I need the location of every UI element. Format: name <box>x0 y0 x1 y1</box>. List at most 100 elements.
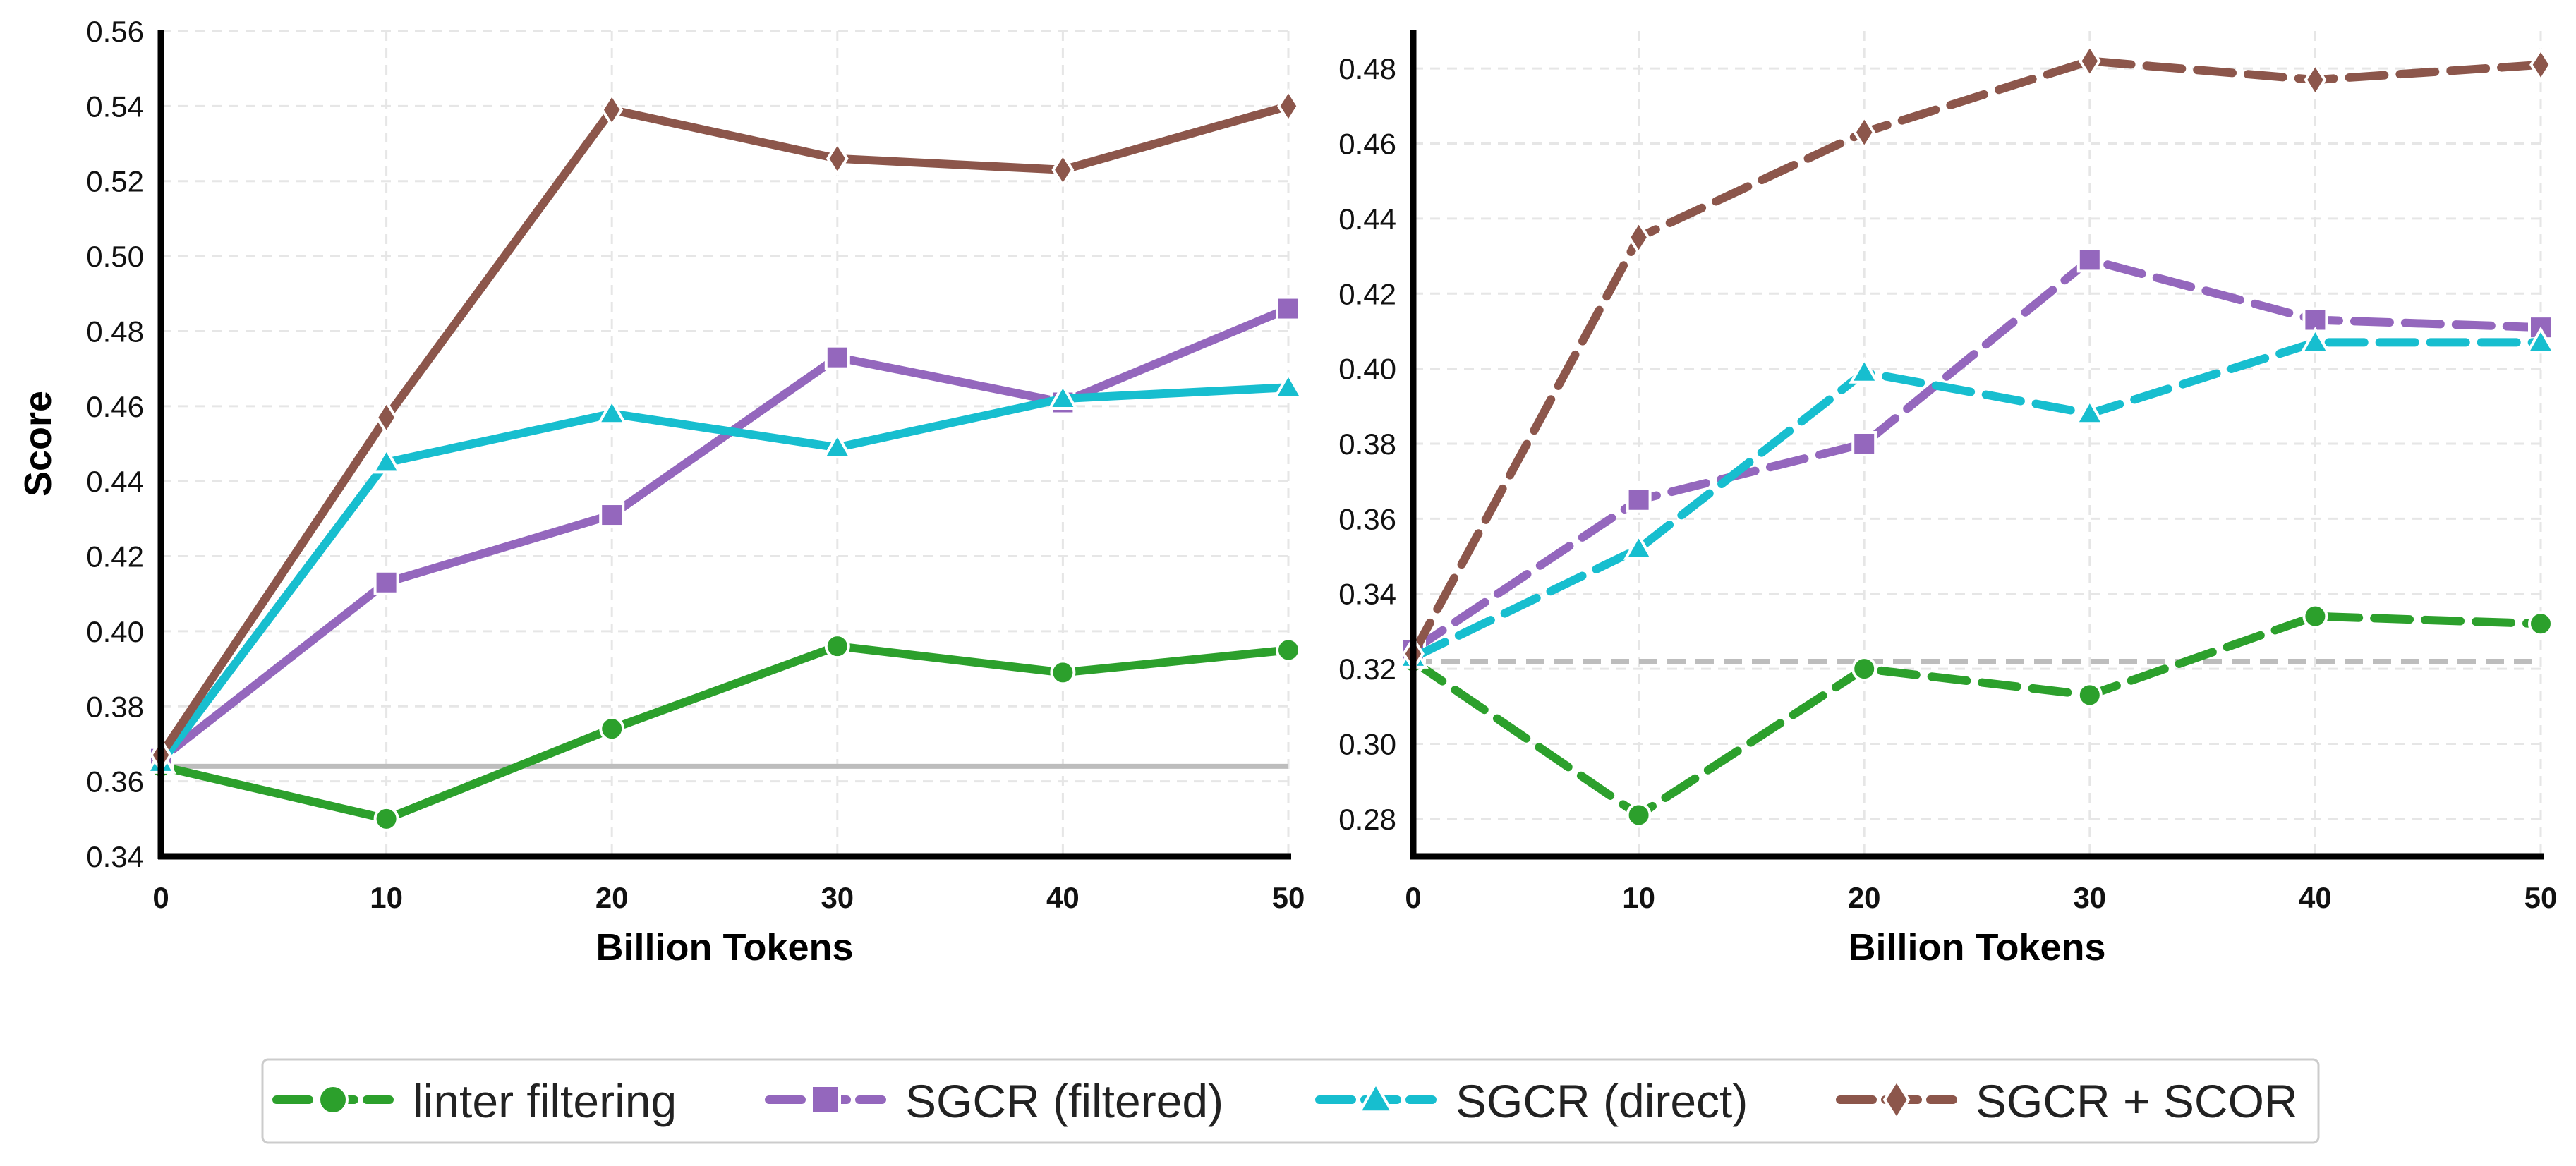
series-line-linter-filtering <box>1409 612 2545 820</box>
y-tick-label: 0.28 <box>1338 803 1396 836</box>
data-point <box>373 569 399 595</box>
data-point <box>2302 603 2328 629</box>
data-point <box>2076 247 2103 273</box>
x-axis-title: Billion Tokens <box>1848 926 2105 968</box>
y-tick-label: 0.42 <box>1338 277 1396 310</box>
y-tick-label: 0.44 <box>86 465 144 498</box>
x-axis-title: Billion Tokens <box>595 926 853 968</box>
data-point <box>824 633 850 660</box>
data-point <box>2528 611 2553 637</box>
y-tick-label: 0.36 <box>86 765 144 798</box>
y-tick-label: 0.42 <box>86 540 144 573</box>
y-tick-label: 0.36 <box>1338 502 1396 535</box>
x-tick-label: 10 <box>370 881 403 914</box>
data-point <box>1276 296 1301 322</box>
legend-marker <box>1357 1080 1395 1114</box>
y-tick-label: 0.54 <box>86 90 144 123</box>
series-linter-filtering <box>1401 603 2553 828</box>
left-panel: 0.34 0.36 0.38 0.40 0.42 0.44 0.46 0.48 0.50 0.52… <box>17 15 1305 968</box>
data-point <box>2304 61 2327 98</box>
y-tick-label: 0.46 <box>1338 128 1396 161</box>
data-point <box>1849 356 1880 384</box>
data-point <box>1276 637 1301 663</box>
data-point <box>1626 802 1652 828</box>
y-tick-label: 0.50 <box>86 240 144 273</box>
x-tick-label: 40 <box>1046 881 1080 914</box>
data-point <box>2299 326 2331 354</box>
data-point <box>2529 47 2552 83</box>
series-sgcr-filtered <box>1401 247 2553 663</box>
y-tick-label: 0.46 <box>86 390 144 423</box>
series-line-sgcr-filtered <box>1409 255 2545 655</box>
data-point <box>1851 431 1877 456</box>
legend-frame <box>261 1058 2320 1144</box>
data-point <box>2525 326 2556 354</box>
data-point <box>824 344 850 370</box>
series-sgcr-scor <box>150 88 1300 773</box>
y-tick-label: 0.38 <box>1338 427 1396 461</box>
y-tick-label: 0.40 <box>86 615 144 648</box>
data-point <box>1273 371 1304 399</box>
data-point <box>1626 487 1652 513</box>
legend-marker <box>318 1084 349 1115</box>
data-point <box>1051 152 1075 188</box>
y-axis-title: Score <box>17 391 59 497</box>
x-tick-label: 20 <box>1848 881 1881 914</box>
y-tick-label: 0.56 <box>86 15 144 48</box>
data-point <box>599 716 625 742</box>
data-point <box>1853 114 1876 150</box>
x-tick-label: 40 <box>2299 881 2332 914</box>
series-line-sgcr-scor <box>157 102 1293 760</box>
series-line-sgcr-direct <box>157 383 1293 767</box>
y-tick-label: 0.40 <box>1338 353 1396 386</box>
data-point <box>599 502 625 528</box>
legend-marker <box>1882 1078 1911 1122</box>
series-sgcr-direct <box>145 371 1304 774</box>
legend-label: linter filtering <box>413 1075 677 1127</box>
y-tick-label: 0.44 <box>1338 202 1396 236</box>
series-line-sgcr-scor <box>1409 56 2545 658</box>
x-tick-label: 0 <box>1405 881 1421 914</box>
square-marker-icon <box>765 1084 886 1115</box>
y-tick-label: 0.38 <box>86 690 144 723</box>
series-line-linter-filtering <box>157 642 1293 823</box>
series-sgcr-scor <box>1402 43 2552 672</box>
data-point <box>1047 382 1079 410</box>
triangle-marker-icon <box>1315 1080 1437 1114</box>
x-tick-label: 20 <box>595 881 629 914</box>
data-point <box>826 140 849 177</box>
legend-label: SGCR (direct) <box>1456 1075 1748 1127</box>
series-line-sgcr-filtered <box>157 304 1293 763</box>
data-point <box>1050 660 1076 686</box>
data-point <box>2076 682 2103 708</box>
legend-item-sgcr-direct: SGCR (direct) <box>1315 1075 1748 1127</box>
right-panel: 0.28 0.30 0.32 0.34 0.36 0.38 0.40 0.42 0.44 0.46… <box>1338 30 2557 968</box>
x-tick-label: 30 <box>821 881 854 914</box>
legend-item-sgcr-filtered: SGCR (filtered) <box>765 1075 1223 1127</box>
x-tick-label: 30 <box>2073 881 2106 914</box>
series-line-sgcr-direct <box>1409 338 2545 662</box>
y-tick-label: 0.34 <box>1338 578 1396 611</box>
y-tick-label: 0.32 <box>1338 652 1396 686</box>
data-point <box>1851 656 1877 682</box>
data-point <box>1627 219 1650 255</box>
circle-marker-icon <box>272 1084 394 1115</box>
data-point <box>373 806 399 832</box>
diamond-marker-icon <box>1836 1078 1957 1122</box>
y-tick-label: 0.30 <box>1338 727 1396 760</box>
y-tick-label: 0.52 <box>86 165 144 198</box>
x-tick-label: 50 <box>2524 881 2558 914</box>
data-point <box>370 447 402 474</box>
data-point <box>596 398 628 425</box>
series-linter-filtering <box>148 633 1301 832</box>
data-point <box>375 399 398 436</box>
x-tick-label: 10 <box>1622 881 1655 914</box>
grid <box>1412 31 2542 856</box>
legend: linter filtering SGCR (filtered) SGCR (d… <box>261 1058 2320 1144</box>
legend-item-sgcr-scor: SGCR + SCOR <box>1836 1075 2298 1127</box>
data-point <box>2078 43 2101 79</box>
legend-label: SGCR (filtered) <box>905 1075 1223 1127</box>
data-point <box>821 431 853 459</box>
series-sgcr-filtered <box>148 296 1301 772</box>
